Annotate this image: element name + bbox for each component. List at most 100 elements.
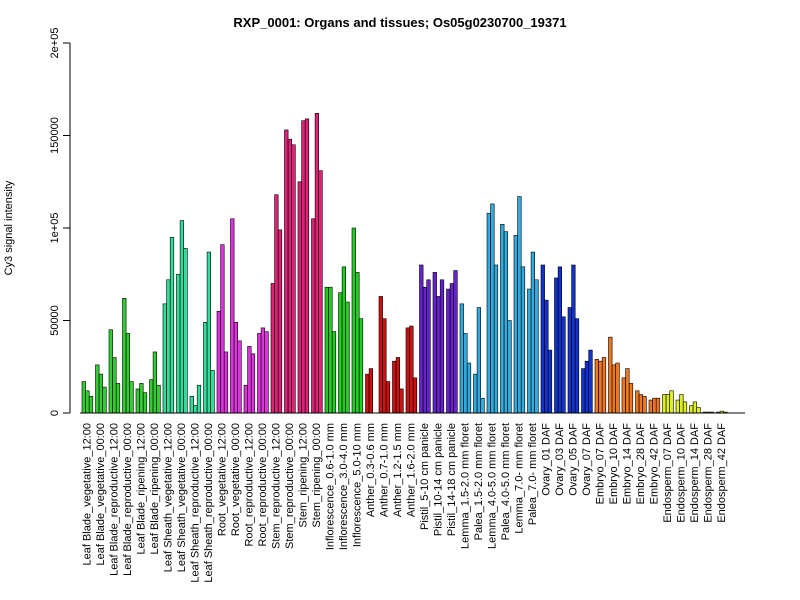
bar (554, 277, 559, 414)
bar (301, 120, 306, 414)
bar (129, 381, 134, 414)
x-tick-label: Stem_reproductive_12:00 (270, 423, 282, 549)
bar (392, 360, 397, 414)
bar (169, 236, 175, 414)
bar (520, 266, 526, 414)
bar (122, 297, 127, 414)
bar (500, 224, 505, 414)
bar (547, 349, 553, 414)
bar (156, 384, 161, 414)
bar (652, 397, 657, 414)
bar (210, 370, 215, 414)
bar (135, 388, 140, 414)
bar (193, 405, 198, 414)
x-tick-label: Lemma_1.5-2.0 mm floret (459, 423, 471, 549)
bar (365, 373, 370, 414)
bar (588, 349, 593, 414)
bar (206, 251, 212, 414)
x-tick-label: Palea_7.0- mm floret (527, 423, 539, 525)
bar (534, 279, 539, 414)
chart-title: RXP_0001: Organs and tissues; Os05g02307… (233, 15, 566, 30)
x-tick-label: Root_vegetative_12:00 (216, 423, 228, 536)
bar (426, 279, 431, 414)
bar (314, 113, 320, 414)
bar (449, 283, 455, 414)
bar (399, 388, 404, 414)
bar (345, 301, 350, 414)
bar (598, 360, 603, 414)
x-tick-label: Leaf Blade_reproductive_00:00 (122, 423, 134, 576)
bar (628, 383, 634, 414)
y-axis: 0 50000 1e+05 150000 2e+05 (49, 28, 71, 416)
x-tick-label: Leaf Sheath_reproductive_12:00 (189, 423, 201, 583)
y-tick-label: 150000 (49, 117, 61, 154)
bar (625, 368, 630, 414)
bar (152, 351, 158, 414)
x-tick-label: Embryo_28 DAF (635, 423, 647, 505)
bar (112, 357, 117, 414)
bar (621, 377, 626, 414)
bar (179, 220, 185, 414)
bar (439, 279, 445, 414)
x-tick-label: Embryo_07 DAF (594, 423, 606, 505)
bar (166, 279, 171, 414)
x-axis-labels: Leaf Blade_vegetative_12:00 Leaf Blade_ve… (81, 423, 728, 583)
x-tick-label: Root_reproductive_12:00 (243, 423, 255, 547)
bar (527, 288, 532, 414)
bar (453, 270, 458, 414)
bar (291, 144, 296, 414)
x-tick-label: Leaf Blade_vegetative_00:00 (95, 423, 107, 566)
x-tick-label: Ovary_01 DAF (540, 423, 552, 496)
bar (351, 227, 356, 414)
bar (594, 359, 599, 414)
x-tick-label: Root_reproductive_00:00 (257, 423, 269, 547)
y-tick-label: 0 (49, 410, 61, 416)
bar (675, 399, 680, 414)
bar (655, 397, 661, 414)
bar (669, 390, 674, 414)
bar (405, 327, 410, 414)
bar (324, 286, 329, 414)
bar (422, 286, 428, 414)
bar (341, 266, 347, 414)
bar (142, 392, 148, 414)
bar (115, 383, 121, 414)
bar (338, 292, 343, 414)
bar (648, 399, 653, 414)
bar (571, 264, 576, 414)
bar (574, 318, 580, 414)
bar (139, 383, 144, 414)
bar (95, 364, 100, 414)
x-tick-label: Inflorescence_5.0-10 mm (351, 423, 363, 547)
bar (230, 218, 235, 414)
bar (463, 333, 468, 414)
bar (368, 368, 374, 414)
bar (638, 394, 643, 414)
bar (311, 218, 316, 414)
bar (220, 244, 225, 414)
bar (378, 296, 383, 414)
bar (81, 381, 86, 414)
bar (446, 288, 451, 414)
x-tick-label: Leaf Sheath_vegetative_12:00 (162, 423, 174, 572)
bar (517, 196, 522, 414)
x-tick-label: Root_vegetative_00:00 (230, 423, 242, 536)
x-tick-label: Endosperm_14 DAF (689, 423, 701, 523)
bar (358, 318, 364, 414)
bar (88, 396, 94, 414)
bar (233, 322, 239, 414)
x-tick-label: Stem_ripening_12:00 (297, 423, 309, 528)
bars (81, 113, 728, 414)
bar (297, 181, 302, 414)
bar (466, 362, 472, 414)
bar (196, 384, 202, 414)
x-tick-label: Leaf Blade_reproductive_12:00 (108, 423, 120, 576)
bar (412, 377, 418, 414)
bar (108, 329, 113, 414)
bar (696, 407, 701, 414)
bar (557, 266, 562, 414)
bar (530, 251, 535, 414)
bar (331, 331, 337, 414)
bar (149, 379, 154, 414)
bar (382, 318, 387, 414)
